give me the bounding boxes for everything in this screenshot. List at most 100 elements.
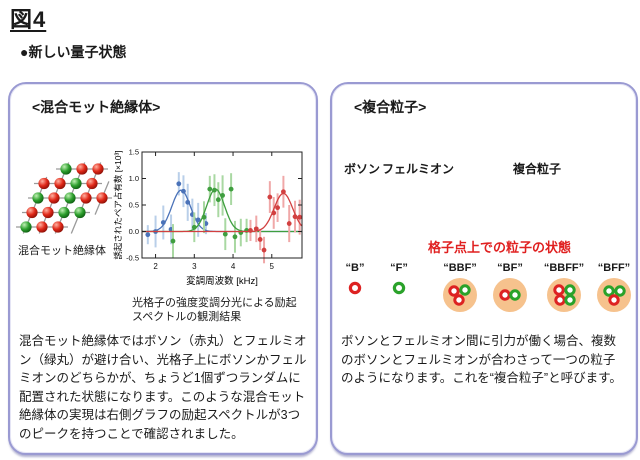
fermion-ball — [74, 206, 86, 219]
chart-caption: 光格子の強度変調分光による励起 スペクトルの観測結果 — [132, 296, 297, 324]
data-point — [297, 214, 303, 220]
data-point — [215, 197, 221, 203]
data-point — [228, 186, 234, 192]
boson-ball — [38, 177, 50, 190]
particle-graphic — [443, 278, 477, 312]
panel-composite-particles: <複合粒子> ボソン フェルミオン 複合粒子 “B” “F” “BBF” “BF” “B… — [330, 82, 638, 455]
particle-graphic — [547, 278, 581, 312]
particle-label: “BBFF” — [543, 262, 585, 274]
svg-text:2: 2 — [153, 262, 158, 271]
boson-ball — [92, 163, 104, 175]
boson-ball — [48, 192, 60, 204]
fermion-ball — [60, 163, 72, 175]
data-point — [222, 231, 228, 237]
svg-text:3: 3 — [192, 262, 197, 271]
data-point — [176, 181, 182, 187]
lattice-figure — [16, 162, 112, 234]
boson-ball — [54, 177, 66, 190]
composite-halo — [547, 278, 581, 312]
data-point — [220, 193, 225, 198]
boson-ball — [76, 163, 88, 175]
left-panel-header: <混合モット絶縁体> — [32, 99, 161, 115]
fermion-ring — [509, 289, 521, 301]
x-axis-label: 変調周波数 [kHz] — [186, 275, 258, 287]
group-label-fermion: フェルミオン — [382, 162, 455, 176]
series-green-peak — [142, 173, 302, 258]
boson-ball — [96, 192, 108, 204]
boson-ring — [554, 294, 566, 306]
particle-label: “F” — [390, 262, 408, 274]
fermion-ring — [459, 284, 471, 296]
panel-mixed-mott-insulator: <混合モット絶縁体> 混合モット絶縁体 2 3 4 5 -0.5 0.0 0.5 1.0 1.5… — [8, 82, 318, 455]
fermion-ring — [392, 281, 406, 295]
right-panel-header: <複合粒子> — [354, 99, 427, 115]
data-point — [271, 210, 277, 216]
particle-label: “BFF” — [597, 262, 631, 274]
data-point — [253, 226, 259, 232]
left-panel-body-text: 混合モット絶縁体ではボソン（赤丸）とフェルミオン（緑丸）が避け合い、光格子上にボ… — [19, 334, 307, 441]
lattice-caption: 混合モット絶縁体 — [18, 245, 106, 257]
particle-graphic — [597, 278, 631, 312]
particle-item-B: “B” — [333, 262, 377, 323]
boson-ring — [499, 289, 511, 301]
series-red-peak — [142, 175, 303, 264]
svg-text:1.5: 1.5 — [129, 148, 139, 157]
particle-label: “BBF” — [443, 262, 477, 274]
fermion-ball — [20, 221, 32, 233]
boson-ball — [52, 221, 64, 233]
data-point — [248, 228, 253, 233]
data-point — [185, 199, 191, 205]
particle-item-F: “F” — [377, 262, 421, 323]
chart-caption-line1: 光格子の強度変調分光による励起 — [132, 297, 297, 309]
chart-caption-line2: スペクトルの観測結果 — [132, 311, 242, 323]
boson-ball — [42, 206, 54, 219]
fermion-ball — [32, 192, 44, 204]
boson-ring — [348, 281, 362, 295]
fermion-ball — [64, 192, 76, 204]
chart-axes — [141, 151, 303, 259]
data-point — [195, 217, 201, 223]
data-point — [207, 186, 213, 192]
data-point — [232, 234, 238, 240]
data-point — [160, 220, 166, 225]
data-point — [286, 221, 292, 226]
svg-text:-0.5: -0.5 — [126, 254, 139, 263]
excitation-spectrum-chart: 2 3 4 5 -0.5 0.0 0.5 1.0 1.5 変調周波数 [kHz] 誘起されたペア占有… — [113, 148, 303, 287]
data-point — [212, 187, 217, 193]
group-label-composite: 複合粒子 — [513, 162, 562, 176]
fermion-ring — [614, 285, 626, 297]
data-point — [275, 205, 280, 211]
particle-graphic — [392, 281, 406, 295]
boson-ball — [86, 177, 98, 190]
y-axis-label: 誘起されたペア占有数 [×10³] — [113, 150, 123, 259]
group-label-boson: ボソン — [344, 162, 381, 176]
section-bullet: ●新しい量子状態 — [20, 44, 127, 60]
lattice-state-caption: 格子点上での粒子の状態 — [428, 240, 572, 255]
data-point — [261, 247, 267, 253]
svg-text:1.0: 1.0 — [129, 174, 139, 183]
boson-ring — [608, 294, 620, 306]
data-point — [267, 194, 273, 200]
particle-label: “B” — [345, 262, 365, 274]
right-panel-body-text: ボソンとフェルミオン間に引力が働く場合、複数のボソンとフェルミオンが合わさって一… — [341, 334, 622, 385]
boson-ball — [26, 206, 38, 219]
data-point — [181, 188, 186, 194]
particle-item-BF: “BF” — [488, 262, 532, 323]
data-point — [145, 232, 151, 238]
figure-title: 図4 — [10, 7, 47, 32]
particle-item-BFF: “BFF” — [592, 262, 636, 323]
fermion-ball — [58, 206, 70, 219]
fermion-ring — [564, 284, 576, 296]
svg-text:5: 5 — [270, 262, 275, 271]
particle-item-BBF: “BBF” — [438, 262, 482, 323]
boson-ring — [448, 285, 460, 297]
data-point — [257, 237, 263, 242]
particle-label: “BF” — [497, 262, 523, 274]
boson-ring — [453, 294, 465, 306]
svg-text:0.0: 0.0 — [129, 227, 139, 236]
boson-ball — [36, 221, 48, 233]
fermion-ring — [603, 285, 615, 297]
data-point — [170, 238, 176, 244]
data-point — [191, 224, 197, 230]
